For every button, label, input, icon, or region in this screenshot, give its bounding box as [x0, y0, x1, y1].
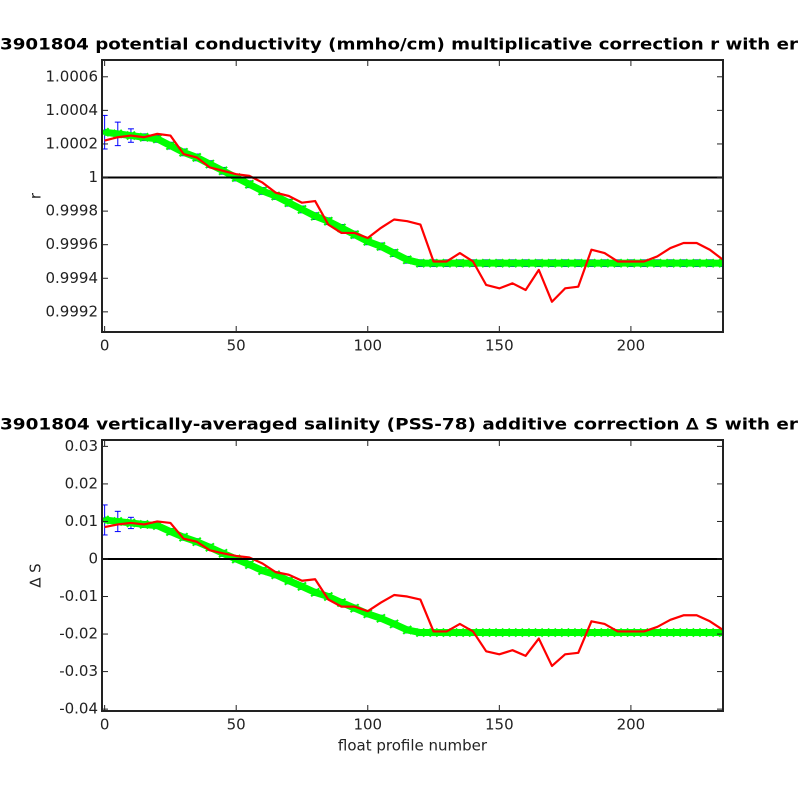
y-tick-label: 0.9998: [46, 202, 99, 220]
chart-title: 3901804 vertically-averaged salinity (PS…: [0, 415, 798, 434]
x-tick-label: 200: [617, 716, 646, 734]
y-tick-label: 0: [88, 549, 98, 567]
x-tick-label: 0: [100, 716, 110, 734]
y-tick-label: -0.04: [59, 700, 98, 718]
plot-area: [102, 504, 723, 668]
y-tick-label: -0.02: [59, 625, 98, 643]
data-line: [104, 132, 723, 303]
chart-title: 3901804 potential conductivity (mmho/cm)…: [0, 35, 798, 54]
x-tick-label: 200: [617, 337, 646, 355]
x-tick-label: 0: [100, 337, 110, 355]
y-tick-label: 0.01: [65, 512, 98, 530]
y-tick-label: 1.0006: [46, 67, 99, 85]
y-tick-label: 0.9994: [46, 269, 99, 287]
y-tick-label: 1.0004: [46, 101, 99, 119]
data-line: [104, 520, 723, 668]
axes-box: [101, 439, 724, 712]
axes-box: [101, 59, 724, 333]
y-tick-label: -0.03: [59, 662, 98, 680]
x-tick-label: 150: [485, 337, 514, 355]
x-tick-label: 100: [353, 337, 382, 355]
y-tick-label: -0.01: [59, 587, 98, 605]
plot-area: [102, 114, 723, 303]
y-axis-label: r: [27, 192, 45, 199]
x-tick-label: 100: [353, 716, 382, 734]
y-tick-label: 0.02: [65, 474, 98, 492]
x-axis-label: float profile number: [338, 737, 488, 755]
fit-line: [104, 516, 723, 637]
x-tick-label: 50: [227, 716, 246, 734]
y-tick-label: 1: [88, 168, 98, 186]
y-tick-label: 0.03: [65, 437, 98, 455]
fit-line: [104, 128, 723, 267]
x-tick-label: 150: [485, 716, 514, 734]
x-tick-label: 50: [227, 337, 246, 355]
y-tick-label: 0.9992: [46, 302, 99, 320]
y-axis-label: ∆ S: [27, 563, 45, 588]
y-tick-label: 0.9996: [46, 235, 99, 253]
y-tick-label: 1.0002: [46, 134, 99, 152]
